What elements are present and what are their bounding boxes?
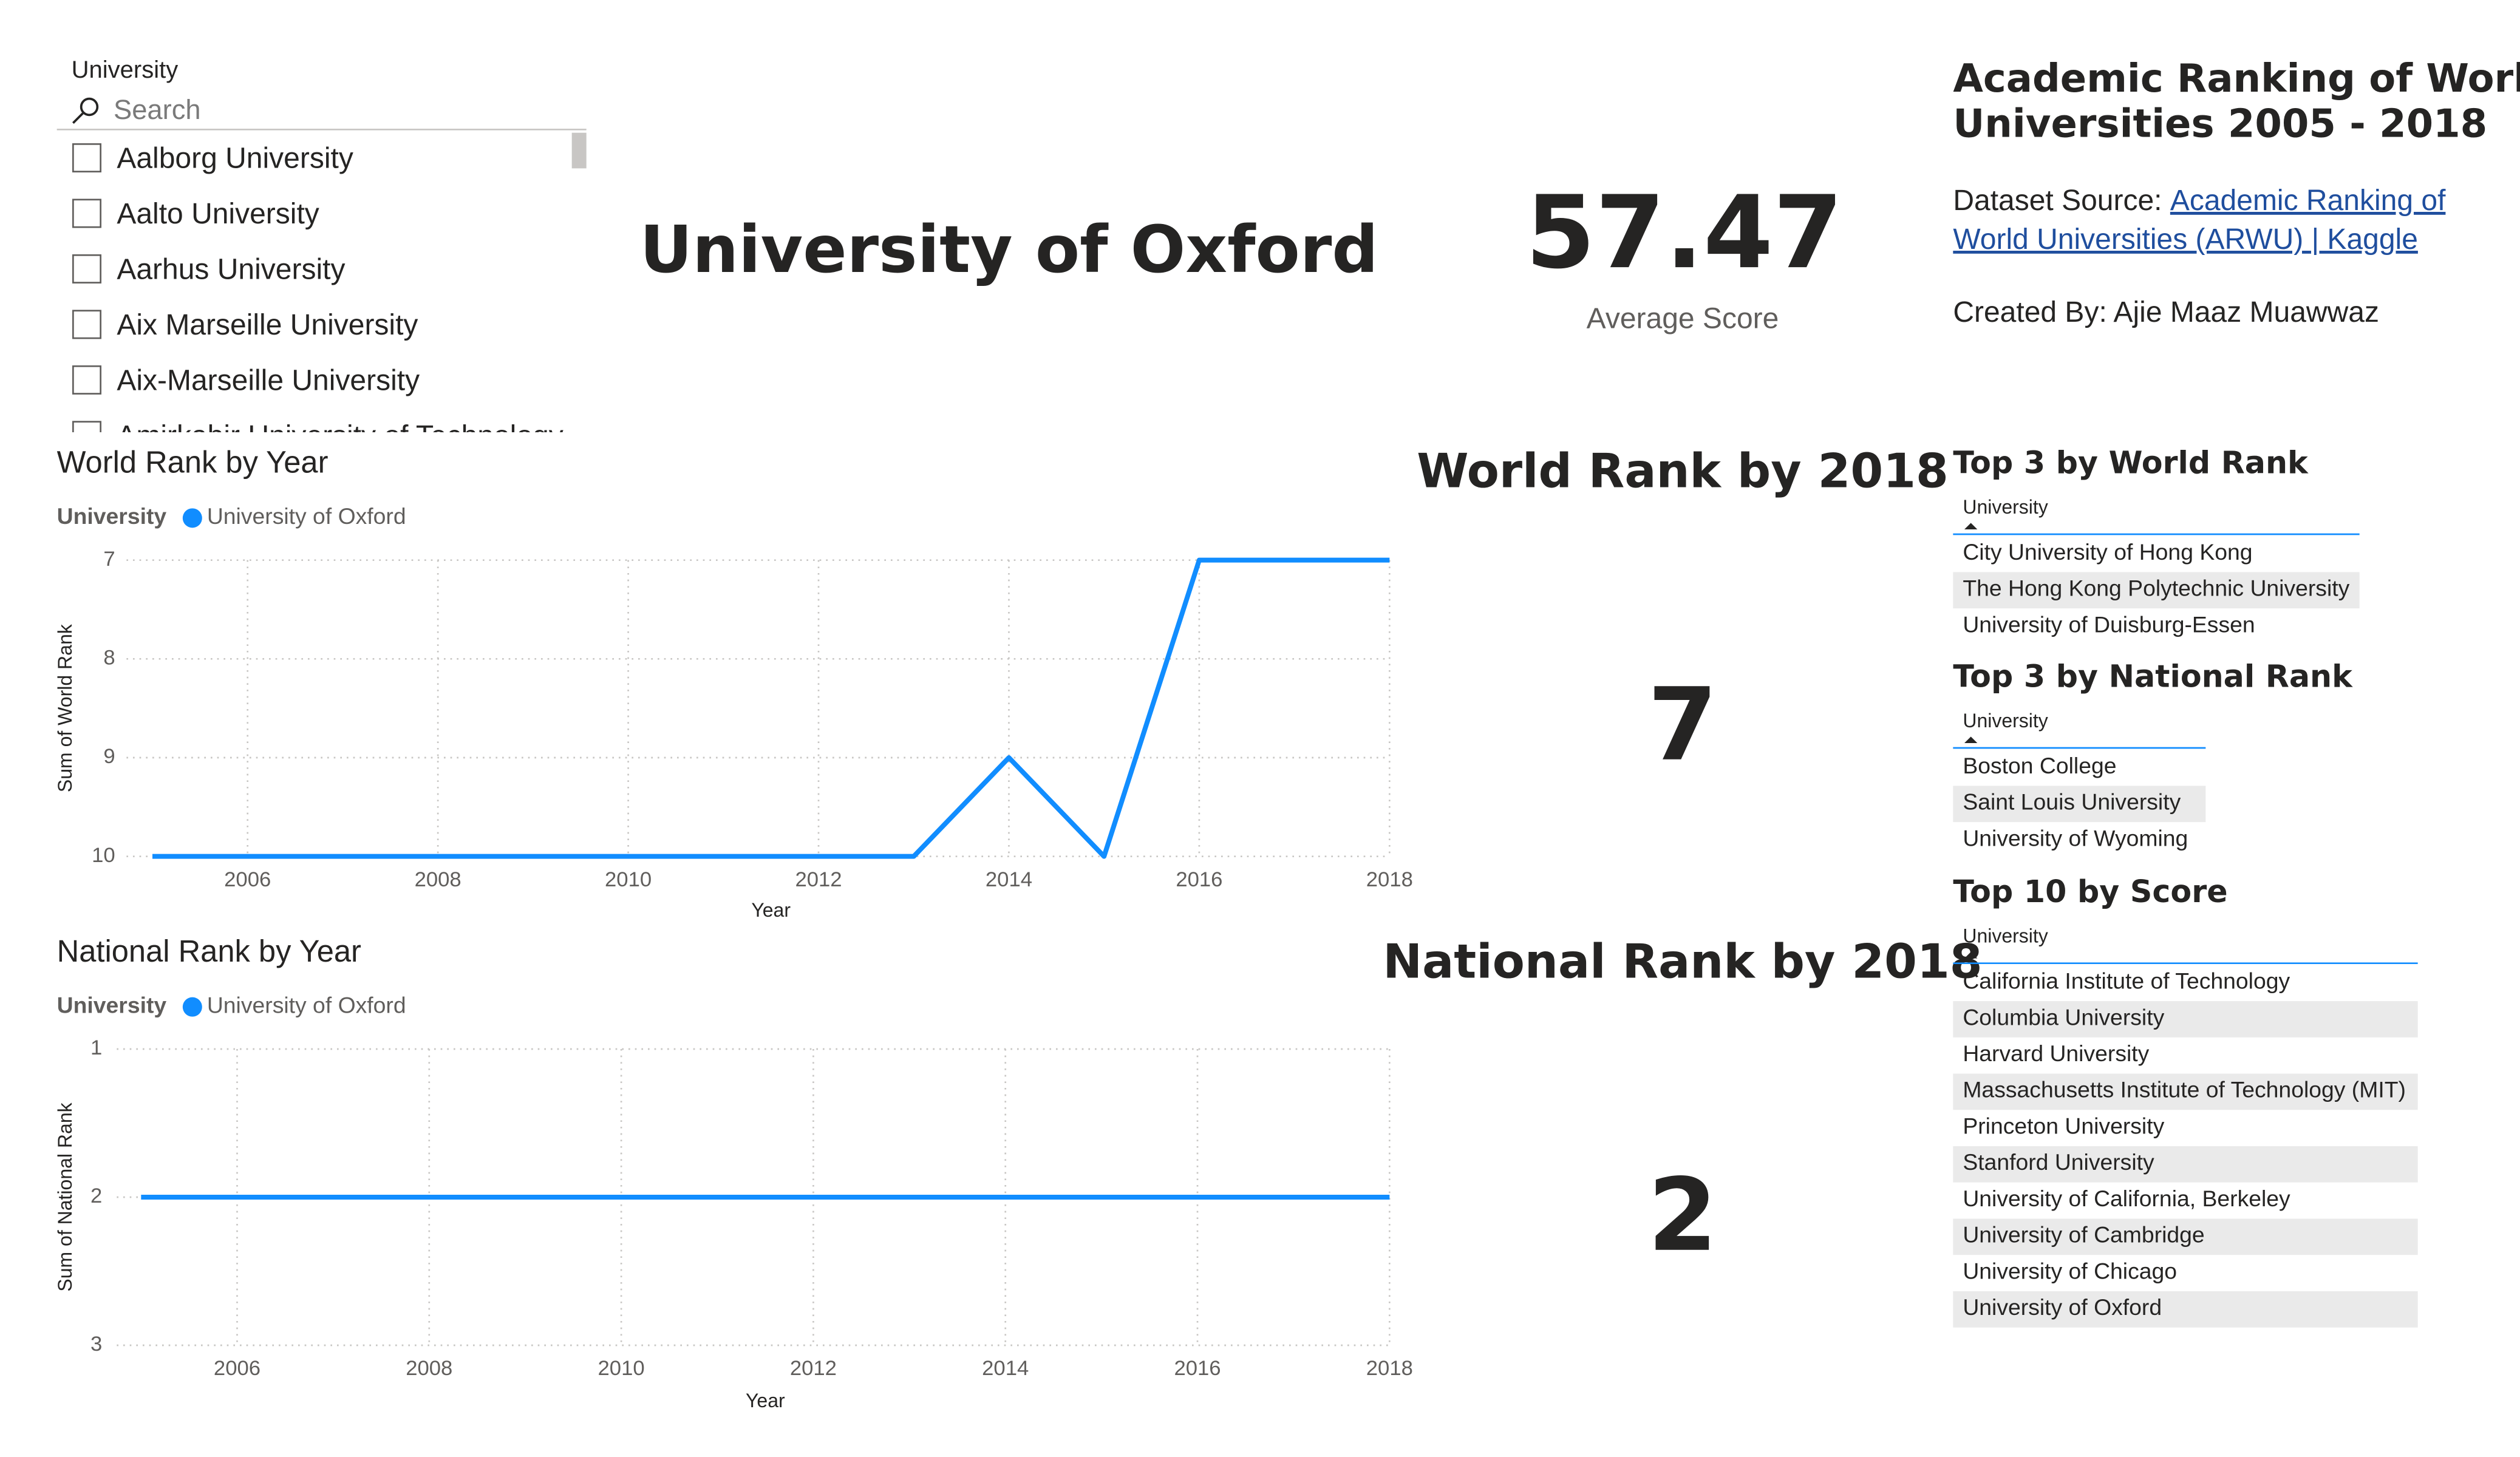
table-cell[interactable]: City University of Hong Kong xyxy=(1963,539,2252,565)
y-tick-label: 3 xyxy=(90,1333,102,1356)
checkbox[interactable] xyxy=(72,143,101,172)
table-title: Top 10 by Score xyxy=(1953,874,2227,909)
y-tick-label: 9 xyxy=(103,745,115,768)
legend-marker xyxy=(182,997,202,1017)
x-tick-label: 2018 xyxy=(1366,868,1413,891)
chart-title: National Rank by Year xyxy=(57,934,361,968)
slicer-item[interactable]: Aix Marseille University xyxy=(117,309,418,341)
x-tick-label: 2006 xyxy=(214,1357,261,1380)
slicer-item[interactable]: Aalto University xyxy=(117,198,319,230)
y-tick-label: 2 xyxy=(90,1184,102,1207)
y-tick-label: 1 xyxy=(90,1036,102,1059)
checkbox[interactable] xyxy=(72,421,101,449)
x-tick-label: 2008 xyxy=(415,868,461,891)
legend-title: University xyxy=(57,993,167,1018)
slicer-item[interactable]: Aarhus University xyxy=(117,254,345,286)
table-title: Top 3 by World Rank xyxy=(1953,444,2309,480)
slicer-list: Aalborg University Aalto University Aarhus… xyxy=(72,143,564,452)
info-title: Universities 2005 - 2018 xyxy=(1953,102,2487,147)
table-header[interactable]: University xyxy=(1963,925,2048,946)
search-icon xyxy=(72,97,99,124)
x-tick-label: 2014 xyxy=(982,1357,1029,1380)
slicer-item[interactable]: Amirkabir University of Technology xyxy=(117,420,563,452)
kpi-label: Average Score xyxy=(1587,303,1779,335)
info-title: Academic Ranking of World xyxy=(1953,56,2520,101)
scrollbar[interactable] xyxy=(571,132,587,169)
table-cell[interactable]: Harvard University xyxy=(1963,1041,2149,1066)
x-tick-label: 2008 xyxy=(406,1357,452,1380)
table-title: Top 3 by National Rank xyxy=(1953,658,2353,694)
slicer-item[interactable]: Aix-Marseille University xyxy=(117,365,420,397)
table-cell[interactable]: University of Chicago xyxy=(1963,1258,2177,1283)
created-by: Created By: Ajie Maaz Muawwaz xyxy=(1953,296,2379,328)
table-cell[interactable]: University of Oxford xyxy=(1963,1294,2162,1320)
x-tick-label: 2010 xyxy=(605,868,652,891)
table-header[interactable]: University xyxy=(1963,710,2048,732)
sort-arrow xyxy=(1964,952,1978,959)
table-cell[interactable]: University of Wyoming xyxy=(1963,825,2188,851)
table-cell[interactable]: California Institute of Technology xyxy=(1963,968,2290,994)
table-cell[interactable]: The Hong Kong Polytechnic University xyxy=(1963,576,2349,601)
report-title: University of Oxford xyxy=(640,212,1378,288)
x-tick-label: 2012 xyxy=(795,868,842,891)
table-cell[interactable]: University of Duisburg-Essen xyxy=(1963,611,2255,637)
row-band xyxy=(1953,786,2206,823)
search-input[interactable]: Search xyxy=(114,94,201,125)
legend-marker xyxy=(182,508,202,528)
kpi-value: 57.47 xyxy=(1525,174,1843,291)
slicer-title: University xyxy=(72,56,179,83)
sort-arrow xyxy=(1964,523,1978,529)
table-cell[interactable]: Massachusetts Institute of Technology (M… xyxy=(1963,1077,2406,1102)
table-header[interactable]: University xyxy=(1963,496,2048,518)
chart-title: World Rank by Year xyxy=(57,445,329,480)
y-axis-title: Sum of World Rank xyxy=(54,623,76,792)
source-link[interactable]: Academic Ranking of xyxy=(2170,185,2446,217)
checkbox[interactable] xyxy=(72,254,101,284)
checkbox[interactable] xyxy=(72,310,101,339)
x-tick-label: 2016 xyxy=(1176,868,1222,891)
card-title: World Rank by 2018 xyxy=(1417,444,1949,498)
row-band xyxy=(1953,1146,2418,1183)
card-title: National Rank by 2018 xyxy=(1383,934,1982,989)
x-tick-label: 2006 xyxy=(224,868,271,891)
x-axis-title: Year xyxy=(751,899,791,921)
table-cell[interactable]: University of Cambridge xyxy=(1963,1222,2204,1248)
table-cell[interactable]: Stanford University xyxy=(1963,1149,2154,1175)
row-band xyxy=(1953,572,2360,609)
y-tick-label: 8 xyxy=(103,646,115,669)
sort-arrow xyxy=(1964,736,1978,743)
row-band xyxy=(1953,1001,2418,1038)
x-tick-label: 2018 xyxy=(1366,1357,1413,1380)
source-label: Dataset Source: xyxy=(1953,185,2162,217)
x-tick-label: 2016 xyxy=(1174,1357,1221,1380)
card-value: 2 xyxy=(1647,1157,1717,1274)
table-cell[interactable]: Saint Louis University xyxy=(1963,789,2181,815)
slicer-item[interactable]: Aalborg University xyxy=(117,143,353,175)
table-cell[interactable]: University of California, Berkeley xyxy=(1963,1186,2290,1211)
y-tick-label: 7 xyxy=(103,548,115,571)
x-tick-label: 2010 xyxy=(598,1357,645,1380)
checkbox[interactable] xyxy=(72,365,101,395)
y-axis-title: Sum of National Rank xyxy=(54,1102,76,1291)
row-band xyxy=(1953,1218,2418,1255)
row-band xyxy=(1953,1073,2418,1110)
y-tick-label: 10 xyxy=(92,844,115,867)
card-value: 7 xyxy=(1647,667,1717,783)
x-tick-label: 2012 xyxy=(790,1357,837,1380)
table-cell[interactable]: Columbia University xyxy=(1963,1004,2164,1030)
source-link[interactable]: World Universities (ARWU) | Kaggle xyxy=(1953,223,2418,256)
legend-title: University xyxy=(57,503,167,529)
legend-label[interactable]: University of Oxford xyxy=(207,993,406,1018)
x-tick-label: 2014 xyxy=(986,868,1032,891)
legend-label[interactable]: University of Oxford xyxy=(207,503,406,529)
row-band xyxy=(1953,1291,2418,1328)
x-axis-title: Year xyxy=(746,1390,785,1411)
line-series xyxy=(152,557,1390,859)
table-cell[interactable]: Boston College xyxy=(1963,753,2116,778)
checkbox[interactable] xyxy=(72,199,101,228)
table-cell[interactable]: Princeton University xyxy=(1963,1113,2164,1138)
